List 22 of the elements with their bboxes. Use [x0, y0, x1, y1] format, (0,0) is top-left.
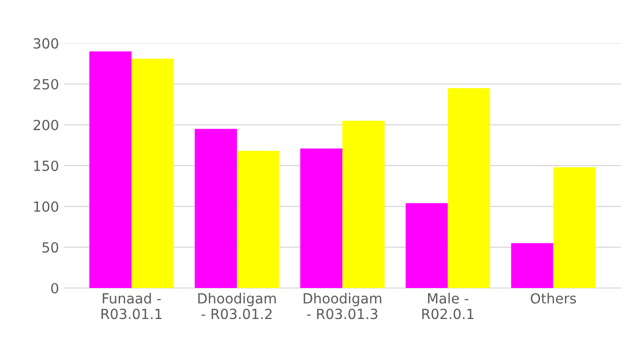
x-tick-label: Others	[530, 292, 576, 304]
x-tick-label: Male - R02.0.1	[422, 292, 474, 320]
bar	[511, 243, 554, 288]
x-tick-label: Dhoodigam - R03.01.2	[198, 292, 276, 320]
y-tick-label: 0	[51, 282, 58, 294]
bar	[236, 150, 280, 288]
bar	[553, 167, 596, 288]
y-tick-label: 50	[42, 242, 58, 253]
bar	[194, 128, 237, 288]
y-tick-label: 200	[34, 120, 58, 130]
y-tick-label: 100	[34, 201, 58, 212]
x-tick-label: Funaad - R03.01.1	[102, 292, 162, 320]
bar	[300, 148, 342, 288]
bar	[406, 203, 448, 288]
y-tick-label: 150	[34, 160, 58, 172]
y-tick-label: 250	[34, 78, 58, 90]
bar	[131, 58, 174, 288]
y-tick-label: 300	[34, 38, 58, 49]
bar	[89, 51, 132, 288]
bar	[342, 120, 385, 288]
x-tick-label: Dhoodigam - R03.01.3	[304, 292, 382, 320]
bar	[448, 88, 490, 288]
